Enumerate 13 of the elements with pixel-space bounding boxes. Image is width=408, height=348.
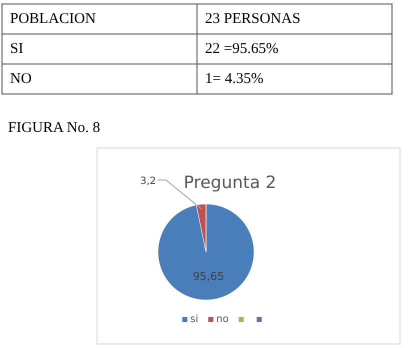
text: SI [10,41,24,57]
text: 1= 4.35% [205,71,264,87]
text: POBLACION [10,11,96,27]
text: 22 =95.65% [205,41,278,57]
legend-label: no [216,314,229,325]
pie-slice [158,204,254,300]
text: 23 PERSONAS [205,11,300,27]
legend-label: si [190,314,198,325]
chart-title: Pregunta 2 [184,173,276,193]
text: FIGURA No. 8 [8,120,100,136]
data-label: 3,2 [140,176,156,187]
data-label: 95,65 [192,270,224,283]
text: NO [10,71,32,87]
